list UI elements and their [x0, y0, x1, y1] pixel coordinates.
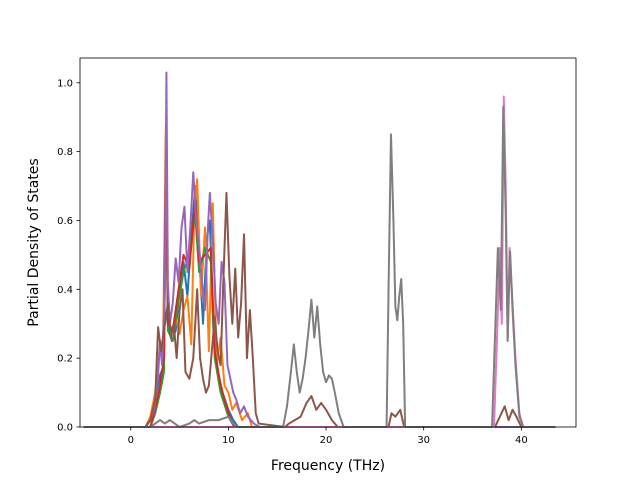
y-axis-ticks: 0.0 0.2 0.4 0.6 0.8 1.0: [57, 78, 80, 434]
y-tick-label: 0.0: [57, 423, 73, 434]
y-tick-label: 0.2: [57, 354, 73, 365]
y-tick-label: 0.4: [57, 285, 73, 296]
y-tick-label: 0.6: [57, 216, 73, 227]
y-tick-label: 1.0: [57, 78, 73, 89]
y-tick-label: 0.8: [57, 147, 73, 158]
x-tick-label: 40: [515, 435, 528, 446]
x-tick-label: 10: [222, 435, 235, 446]
plot-area-frame: [79, 57, 577, 428]
y-axis-title: Partial Density of States: [26, 158, 42, 326]
x-axis-title: Frequency (THz): [271, 458, 385, 474]
series-layer: [83, 71, 556, 428]
x-tick-label: 20: [320, 435, 333, 446]
x-tick-label: 0: [128, 435, 134, 446]
x-tick-label: 30: [417, 435, 430, 446]
x-axis-ticks: 0 10 20 30 40: [128, 427, 528, 446]
series-line-5: [83, 191, 556, 428]
series-line-7: [83, 105, 556, 428]
